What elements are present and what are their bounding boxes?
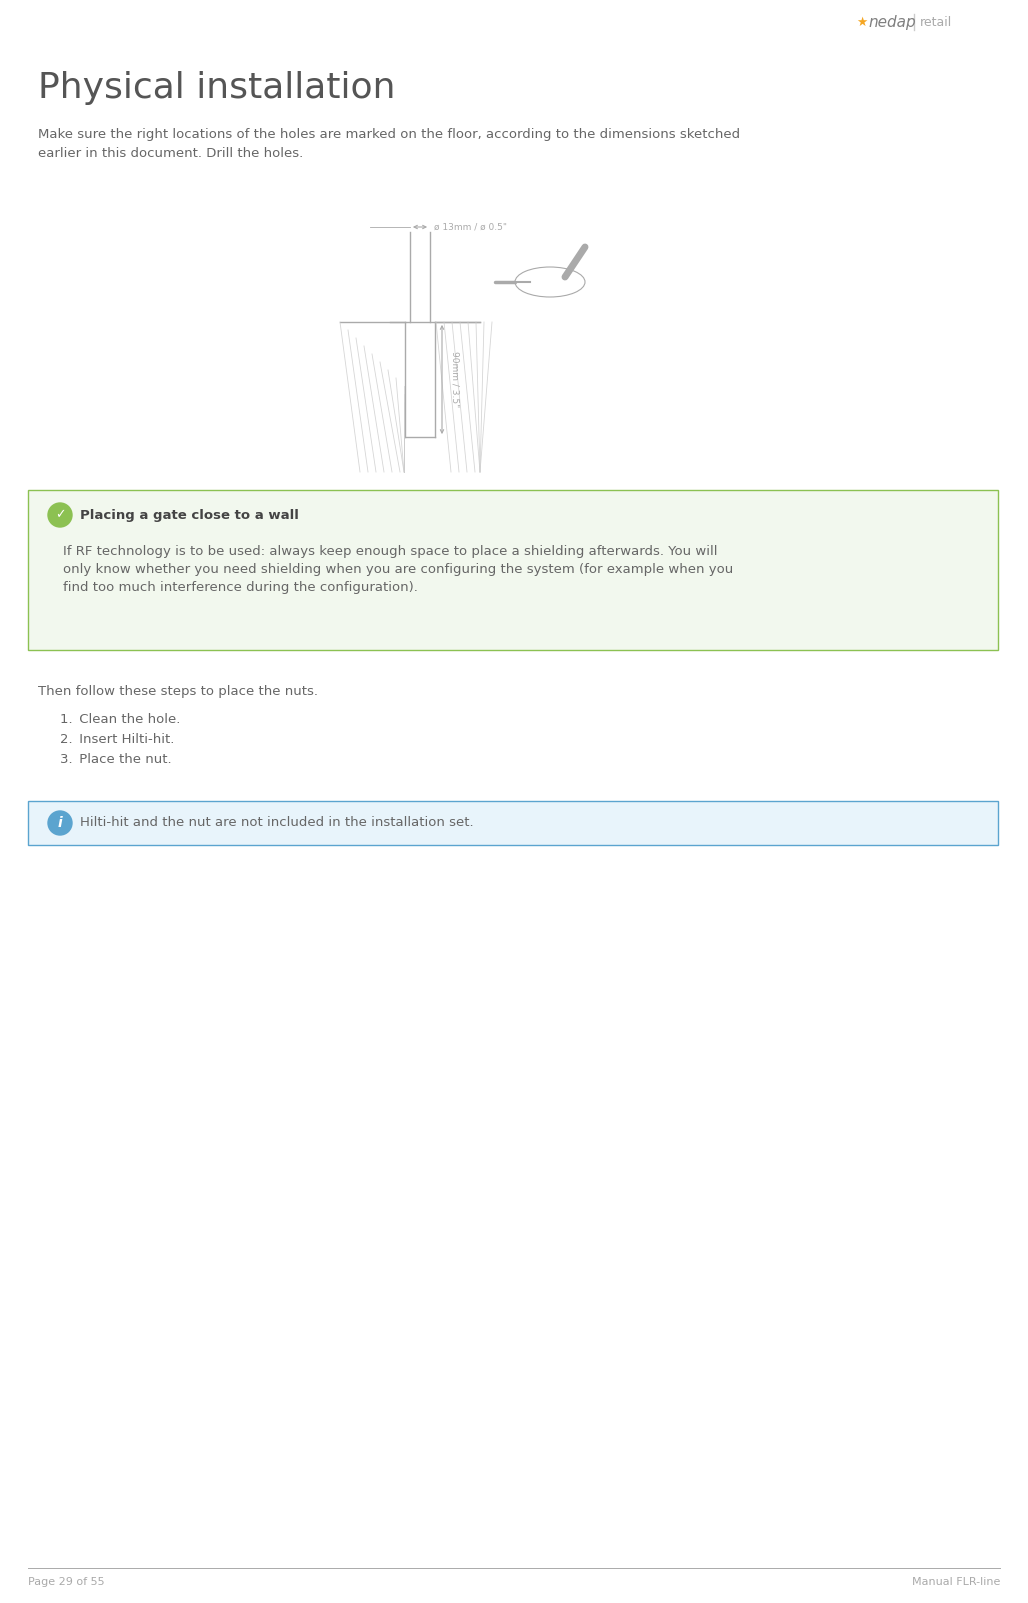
Text: Manual FLR-line: Manual FLR-line: [912, 1577, 1000, 1587]
Text: Physical installation: Physical installation: [38, 71, 396, 106]
Bar: [28, 802, 998, 845]
Text: If RF technology is to be used: always keep enough space to place a shielding af: If RF technology is to be used: always k…: [63, 545, 718, 558]
Text: ø 13mm / ø 0.5": ø 13mm / ø 0.5": [434, 223, 507, 231]
Text: find too much interference during the configuration).: find too much interference during the co…: [63, 580, 417, 595]
Text: Then follow these steps to place the nuts.: Then follow these steps to place the nut…: [38, 684, 318, 697]
Circle shape: [48, 811, 72, 835]
Text: 3. Place the nut.: 3. Place the nut.: [60, 753, 172, 766]
Text: Make sure the right locations of the holes are marked on the floor, according to: Make sure the right locations of the hol…: [38, 128, 740, 141]
Text: 1. Clean the hole.: 1. Clean the hole.: [60, 713, 180, 726]
Text: nedap: nedap: [868, 14, 916, 29]
Text: earlier in this document. Drill the holes.: earlier in this document. Drill the hole…: [38, 147, 303, 160]
Text: 90mm / 3.5": 90mm / 3.5": [451, 351, 460, 407]
Text: i: i: [58, 816, 63, 830]
Bar: [28, 491, 998, 649]
Text: retail: retail: [920, 16, 952, 29]
Text: ✓: ✓: [54, 508, 65, 521]
Text: Page 29 of 55: Page 29 of 55: [28, 1577, 105, 1587]
Text: only know whether you need shielding when you are configuring the system (for ex: only know whether you need shielding whe…: [63, 563, 733, 575]
Text: 2. Insert Hilti-hit.: 2. Insert Hilti-hit.: [60, 733, 175, 745]
Text: Placing a gate close to a wall: Placing a gate close to a wall: [80, 508, 299, 521]
Text: ★: ★: [856, 16, 868, 29]
Text: Hilti-hit and the nut are not included in the installation set.: Hilti-hit and the nut are not included i…: [80, 816, 474, 829]
Circle shape: [48, 503, 72, 527]
